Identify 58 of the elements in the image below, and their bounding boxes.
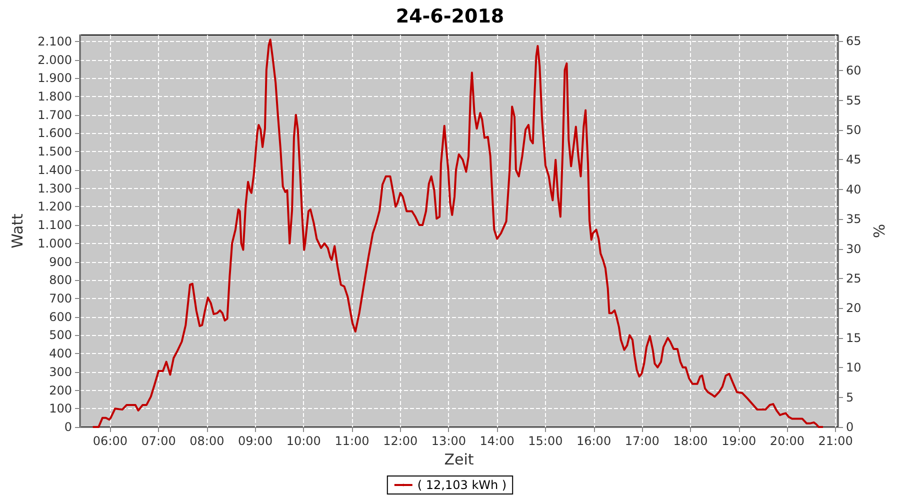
line-series xyxy=(92,38,824,428)
y-tick-label: 1.600 xyxy=(38,126,72,140)
y2-tick-label: 15 xyxy=(846,330,862,345)
x-tick-label: 06:00 xyxy=(92,434,128,448)
x-tick-label: 19:00 xyxy=(722,434,756,448)
y2-axis-title: % xyxy=(870,224,889,238)
y-tick-label: 300 xyxy=(49,364,72,379)
y-tick-label: 2.000 xyxy=(38,52,72,67)
y2-tick-label: 65 xyxy=(846,34,862,48)
x-tick-label: 17:00 xyxy=(624,434,660,448)
x-tick-label: 07:00 xyxy=(141,434,176,448)
y2-tick-label: 5 xyxy=(846,390,854,404)
y-tick-label: 1.500 xyxy=(38,144,72,159)
y-tick-label: 1.200 xyxy=(38,200,72,214)
y2-tick-label: 25 xyxy=(846,272,862,286)
y-tick-label: 600 xyxy=(49,310,72,324)
chart-title: 24-6-2018 xyxy=(396,6,504,28)
y2-tick-label: 20 xyxy=(846,301,862,316)
y2-tick-label: 35 xyxy=(846,212,862,226)
x-tick-label: 14:00 xyxy=(480,434,514,448)
x-tick-label: 09:00 xyxy=(238,434,273,448)
y-tick-label: 1.400 xyxy=(38,162,72,177)
y-tick-label: 200 xyxy=(49,383,72,398)
y2-tick-label: 60 xyxy=(846,64,862,78)
x-tick-label: 12:00 xyxy=(383,434,418,448)
x-tick-label: 13:00 xyxy=(431,434,466,448)
y-tick-label: 400 xyxy=(49,346,72,361)
y-tick-label: 1.700 xyxy=(38,108,72,122)
x-tick-label: 20:00 xyxy=(770,434,805,448)
x-tick-label: 16:00 xyxy=(576,434,612,448)
x-tick-label: 08:00 xyxy=(190,434,224,448)
y-tick-label: 0 xyxy=(64,420,72,434)
y-tick-label: 1.300 xyxy=(38,181,72,196)
y-tick-label: 2.100 xyxy=(38,34,72,48)
y2-tick-label: 50 xyxy=(846,123,862,138)
y-tick-label: 100 xyxy=(49,402,72,416)
legend-label: ( 12,103 kWh ) xyxy=(417,478,507,492)
y-tick-label: 900 xyxy=(49,254,72,269)
y2-tick-label: 30 xyxy=(846,242,862,256)
x-tick-label: 21:00 xyxy=(818,434,853,448)
y-tick-label: 500 xyxy=(49,328,72,342)
y-tick-label: 800 xyxy=(49,273,72,288)
x-tick-label: 15:00 xyxy=(528,434,563,448)
y2-tick-label: 40 xyxy=(846,182,862,196)
x-axis-title: Zeit xyxy=(444,450,474,468)
y-axis-title: Watt xyxy=(8,213,26,248)
y-tick-label: 1.800 xyxy=(38,90,72,104)
x-tick-label: 10:00 xyxy=(286,434,321,448)
y-tick-label: 1.100 xyxy=(38,218,72,232)
y2-tick-label: 10 xyxy=(846,360,862,375)
x-tick-label: 18:00 xyxy=(673,434,708,448)
y-tick-label: 1.000 xyxy=(38,236,72,250)
y-tick-label: 1.900 xyxy=(38,71,72,86)
x-tick-label: 11:00 xyxy=(334,434,370,448)
y2-tick-label: 0 xyxy=(846,420,854,434)
y2-tick-label: 55 xyxy=(846,93,862,108)
y-tick-label: 700 xyxy=(49,291,72,306)
y2-tick-label: 45 xyxy=(846,152,862,167)
